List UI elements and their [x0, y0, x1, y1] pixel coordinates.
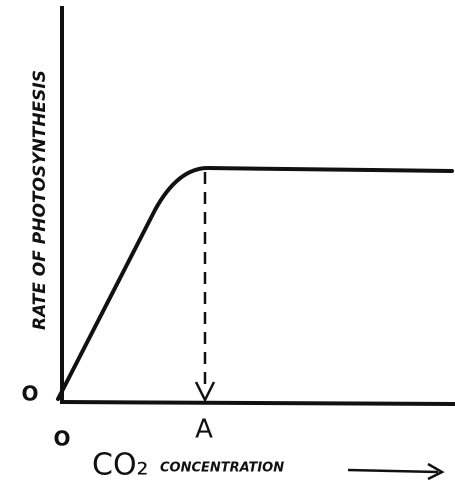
x-origin-label: O [53, 427, 70, 451]
x-axis [59, 400, 455, 406]
x-axis-label-main: CO₂ [92, 448, 149, 483]
y-axis-label: RATE OF PHOTOSYNTHESIS [30, 70, 50, 330]
y-origin-label: O [21, 382, 38, 406]
x-arrow-line [347, 468, 439, 474]
arrowhead [194, 381, 216, 403]
x-arrow-head [427, 462, 445, 481]
curve [56, 165, 454, 401]
x-axis-label: CONCENTRATION [160, 461, 284, 476]
marker-label: A [195, 415, 213, 445]
